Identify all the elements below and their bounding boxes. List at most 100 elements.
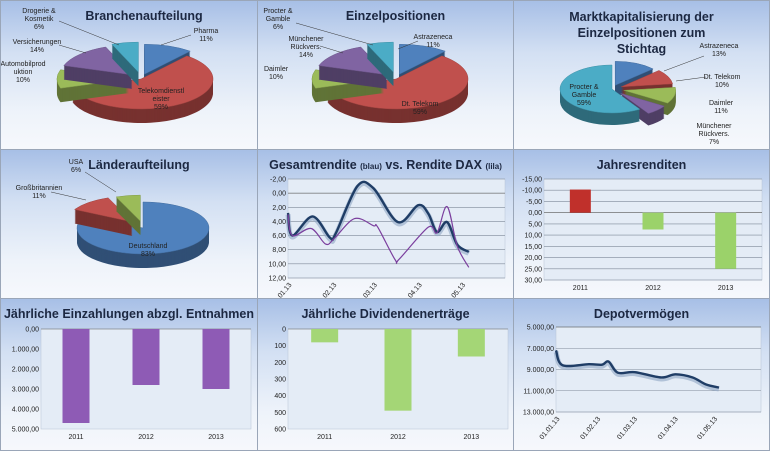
leader-line xyxy=(319,45,344,54)
pie-label-line: 11% xyxy=(32,193,46,200)
x-tick-label: 2012 xyxy=(138,434,154,441)
leader-line xyxy=(58,44,87,54)
pie-label: Automobilprod uktion 10% xyxy=(1,61,46,84)
y-tick-label: -15,00 xyxy=(522,177,542,184)
panel-dividenden: Jährliche Dividendenerträge 0 100 200 300 40… xyxy=(257,298,514,451)
pie-slice-top xyxy=(318,46,388,76)
pie-slice-versicherungen xyxy=(63,46,133,89)
pie-label: Astrazeneca 13% xyxy=(700,43,739,58)
title-blue: (blau) xyxy=(360,162,382,171)
pie-label-line: 10% xyxy=(715,82,729,89)
bar-2013 xyxy=(457,329,485,357)
pie-slice-top xyxy=(399,44,446,75)
x-tick-label: 01.01.13 xyxy=(539,416,562,441)
pie-slice-münchener-rückvers- xyxy=(318,46,388,89)
pie-label-line: 10% xyxy=(16,77,30,84)
y-tick-label: 400 xyxy=(274,393,286,400)
x-tick-label: 2011 xyxy=(317,434,332,441)
leader-line xyxy=(58,20,120,46)
pie-label-line: eister xyxy=(152,96,170,103)
pie-label-line: Daimler xyxy=(709,100,734,107)
pie-label: Daimler 10% xyxy=(264,66,289,81)
x-tick-label: 01.03.13 xyxy=(616,416,639,441)
y-tick-label: 25,00 xyxy=(524,266,542,273)
pie-chart-marktkap: Astrazeneca 13% Dt. Telekom 10% Daimler 11% Mü… xyxy=(559,43,741,146)
pie-slice-top xyxy=(63,46,133,76)
pie-chart-einzel: Astrazeneca 11% Dt. Telekom 59% Daimler 10% Mü… xyxy=(263,8,469,123)
y-tick-label: 7.000,00 xyxy=(527,346,554,353)
pie-slice-procter-gamble xyxy=(559,64,641,126)
chart-title: Einzelpositionen xyxy=(345,9,446,23)
chart-title: Branchenaufteilung xyxy=(85,9,203,23)
pie-label-line: 6% xyxy=(273,24,283,31)
y-tick-label: 3.000,00 xyxy=(12,387,39,394)
x-tick-label: 01.01.13 xyxy=(271,282,294,299)
panel-einzelpositionen: Einzelpositionen Astrazeneca 11% Dt. Telek… xyxy=(257,0,514,150)
y-tick-label: 15,00 xyxy=(524,244,542,251)
pie-label-line: Gamble xyxy=(266,16,291,23)
pie-label-line: 10% xyxy=(269,74,283,81)
pie-label: Großbritannien 11% xyxy=(16,185,63,200)
y-tick-label: 11.000,00 xyxy=(523,388,554,395)
pie-label-line: Telekomdienstl xyxy=(138,88,185,95)
series-shadow xyxy=(553,350,720,392)
bar-2012 xyxy=(384,329,412,411)
pie-label-line: 59% xyxy=(154,104,168,111)
y-tick-label: 10,00 xyxy=(524,233,542,240)
pie-slice-top xyxy=(76,201,210,255)
y-tick-label: 4,00 xyxy=(272,219,286,226)
panel-einzahlungen: Jährliche Einzahlungen abzgl. Entnahmen … xyxy=(0,298,258,451)
panel-branchenaufteilung: Branchenaufteilung Pharma 11% Telekomdiens… xyxy=(0,0,258,150)
pie-label-line: Procter & xyxy=(263,8,293,15)
series-line-0 xyxy=(554,349,720,389)
pie-label: Procter & Gamble 6% xyxy=(263,8,293,31)
bar-2012 xyxy=(642,212,664,230)
bar-2013 xyxy=(202,329,230,389)
y-tick-label: 5.000,00 xyxy=(527,325,554,332)
pie-label-line: Münchener xyxy=(696,123,732,130)
y-tick-label: 2,00 xyxy=(272,205,286,212)
pie-label-line: Procter & xyxy=(569,84,599,91)
y-tick-label: 300 xyxy=(274,377,286,384)
leader-line xyxy=(675,76,707,82)
pie-label-line: Automobilprod xyxy=(1,61,46,68)
y-tick-label: 0,00 xyxy=(25,327,39,334)
y-tick-label: 500 xyxy=(274,410,286,417)
pie-label-line: 6% xyxy=(71,167,81,174)
y-tick-label: 13.000,00 xyxy=(523,410,554,417)
pie-slice-top xyxy=(623,87,676,104)
pie-label-line: 14% xyxy=(30,47,44,54)
panel-jahresrenditen: Jahresrenditen -15,00 -10,00 -5,00 0,00 5,00… xyxy=(513,149,770,299)
chart-title: Jährliche Dividendenerträge xyxy=(301,307,470,321)
y-tick-label: 200 xyxy=(274,360,286,367)
pie-label-line: Drogerie & xyxy=(22,8,56,15)
x-tick-label: 2011 xyxy=(573,285,588,292)
y-tick-label: 0,00 xyxy=(528,210,542,217)
pie-label: Daimler 11% xyxy=(709,100,734,115)
chart-title: Gesamtrendite (blau) vs. Rendite DAX (li… xyxy=(258,158,513,172)
pie-label-line: 59% xyxy=(413,109,427,116)
bar-chart-jahres: -15,00 -10,00 -5,00 0,00 5,00 10,00 15,00 20,00… xyxy=(522,177,763,292)
chart-title: Jährliche Einzahlungen abzgl. Entnahmen xyxy=(3,307,255,321)
panel-marktkap: Marktkapitalisierung der Einzelpositione… xyxy=(513,0,770,150)
pie-label-line: Rückvers. xyxy=(698,131,729,138)
line-chart-rendite: -2,00 0,00 2,00 4,00 6,00 8,00 10,00 12,0001.01… xyxy=(268,177,506,299)
pie-label-line: USA xyxy=(69,159,84,166)
pie-label: Versicherungen 14% xyxy=(13,39,62,54)
pie-label: Procter & Gamble 59% xyxy=(569,84,599,107)
pie-label-line: Großbritannien xyxy=(16,185,63,192)
bar-2011 xyxy=(569,189,591,213)
pie-label-line: 59% xyxy=(577,100,591,107)
x-tick-label: 2013 xyxy=(718,285,734,292)
pie-label-line: Dt. Telekom xyxy=(704,74,741,81)
bar-2011 xyxy=(311,329,339,343)
y-tick-label: -2,00 xyxy=(270,177,286,184)
pie-label: Astrazeneca 11% xyxy=(414,34,453,49)
chart-title: Depotvermögen xyxy=(593,307,690,321)
y-tick-label: 12,00 xyxy=(268,276,286,283)
pie-label-line: Deutschland xyxy=(129,243,168,250)
pie-label: Dt. Telekom 10% xyxy=(704,74,741,89)
bar-2013 xyxy=(715,212,737,269)
y-tick-label: 30,00 xyxy=(524,278,542,285)
chart-title: Länderaufteilung xyxy=(88,158,190,172)
